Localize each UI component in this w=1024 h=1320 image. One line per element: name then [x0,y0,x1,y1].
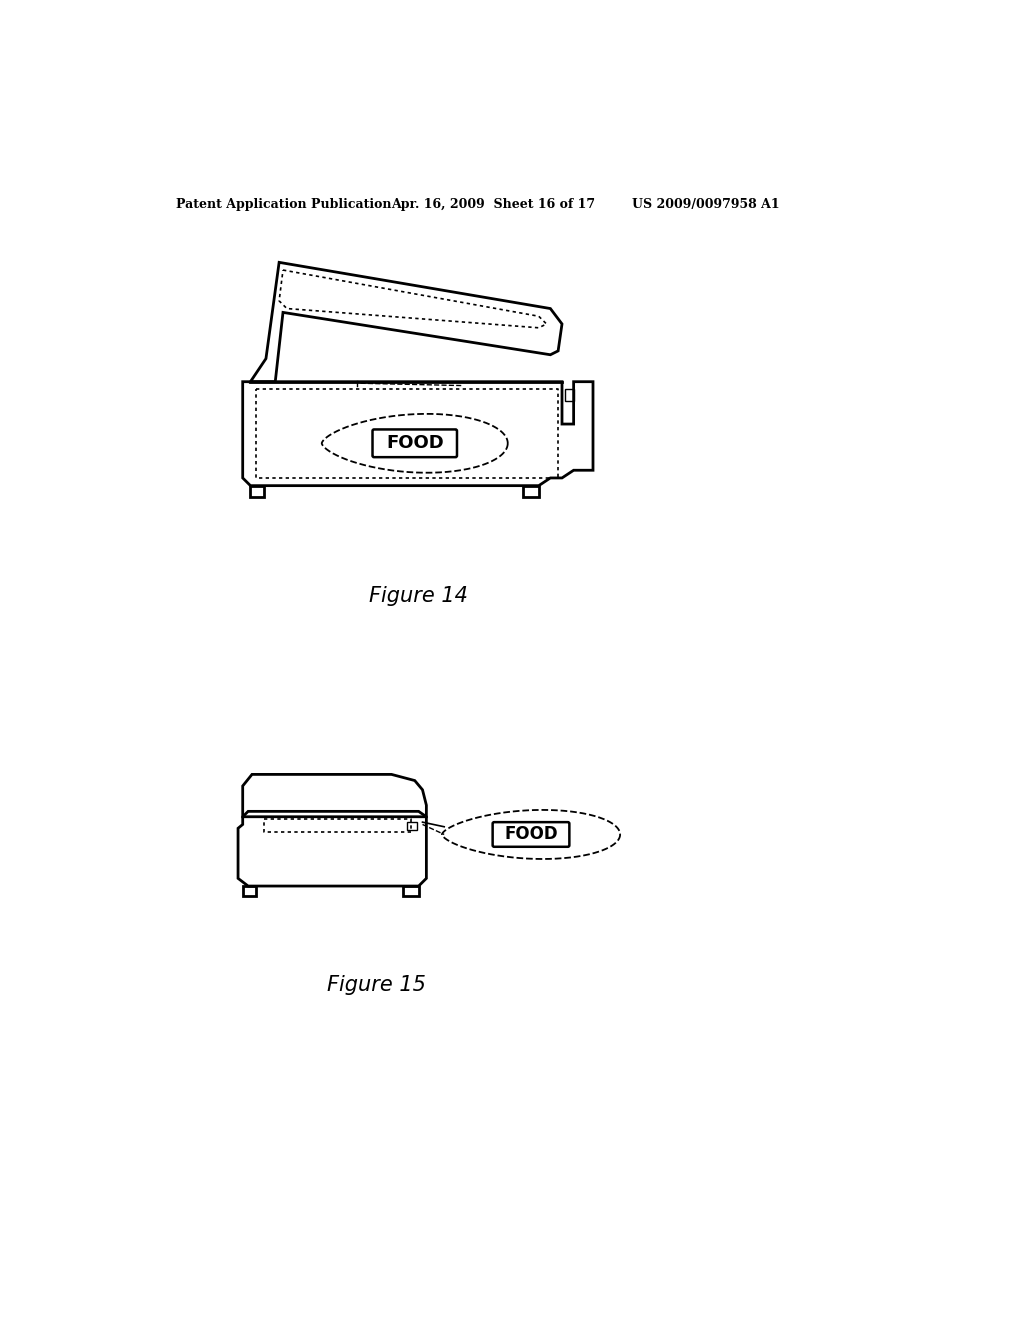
Text: Patent Application Publication: Patent Application Publication [176,198,391,211]
Text: FOOD: FOOD [504,825,558,843]
FancyBboxPatch shape [373,429,457,457]
Text: Figure 15: Figure 15 [327,974,425,994]
Text: Apr. 16, 2009  Sheet 16 of 17: Apr. 16, 2009 Sheet 16 of 17 [391,198,596,211]
Text: Figure 14: Figure 14 [370,586,468,606]
Text: US 2009/0097958 A1: US 2009/0097958 A1 [632,198,779,211]
Text: FOOD: FOOD [386,434,443,453]
FancyBboxPatch shape [493,822,569,847]
